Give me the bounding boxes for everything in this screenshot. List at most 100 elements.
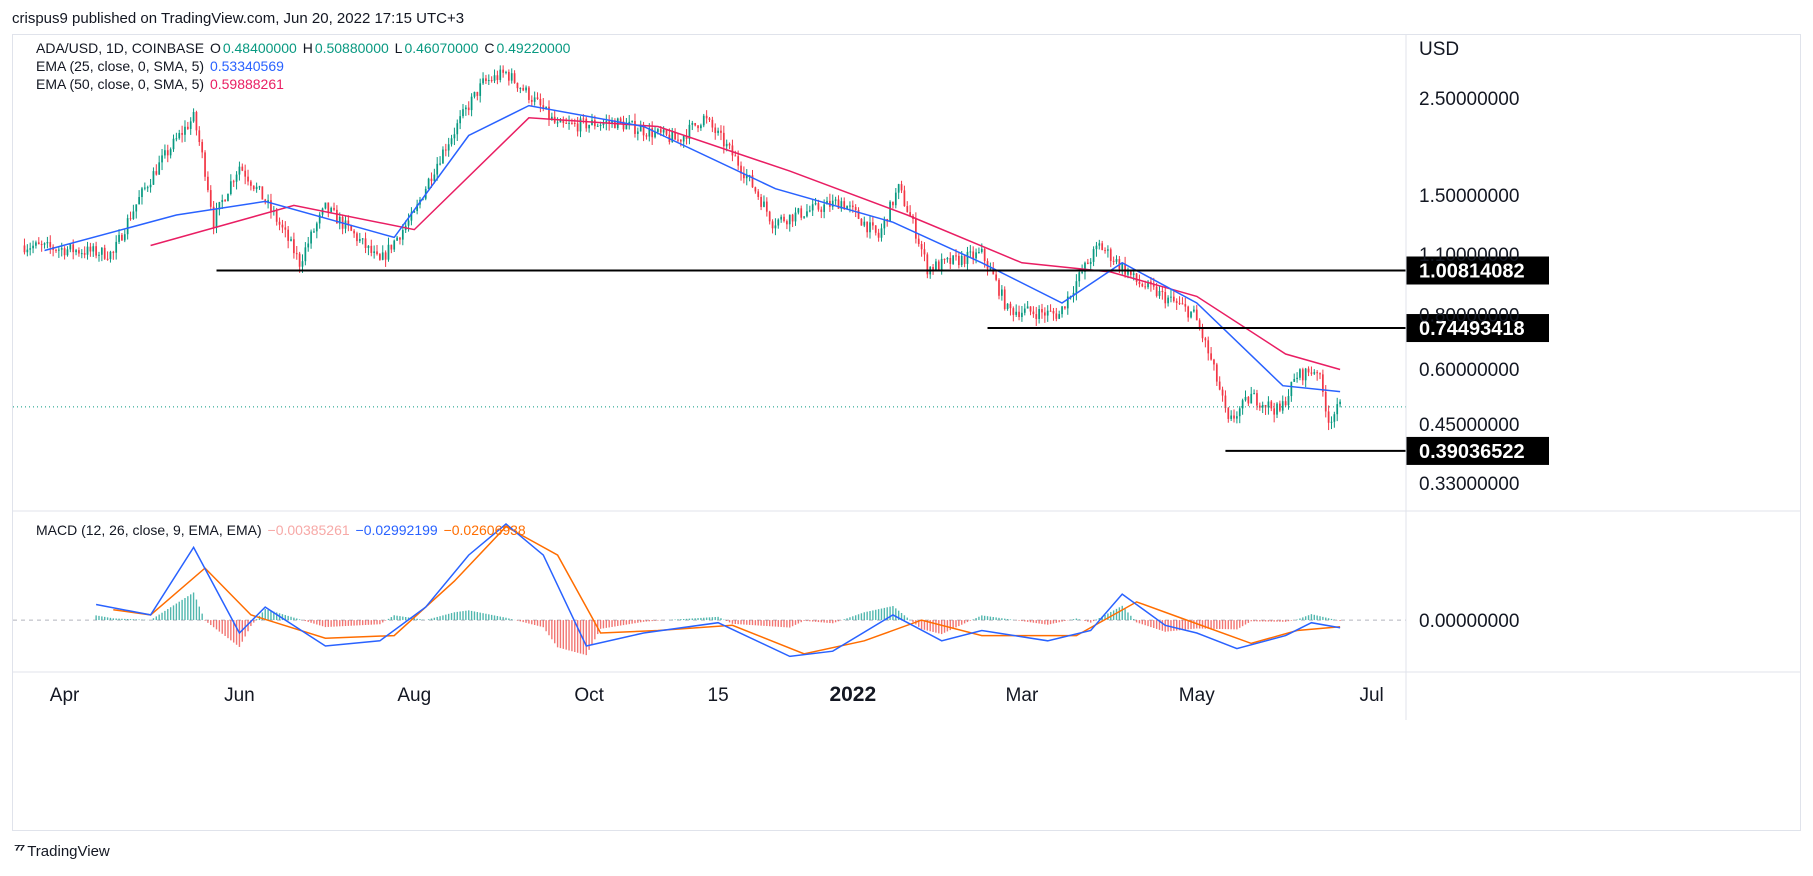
chart-frame[interactable]: 1.00814082 0.74493418 0.39036522 USD 2.5000…: [12, 34, 1801, 831]
candle-body: [201, 141, 204, 153]
candle-body: [493, 75, 496, 81]
candle-body: [184, 126, 186, 135]
candle-body: [470, 96, 473, 111]
candle-body: [846, 206, 848, 209]
candle-body: [129, 218, 132, 220]
candle-body: [181, 133, 183, 135]
candle-body: [768, 211, 771, 222]
candle-body: [126, 218, 129, 235]
candle-body: [883, 219, 886, 229]
ema25-label: EMA (25, close, 0, SMA, 5): [36, 58, 205, 74]
candle-body: [935, 261, 937, 271]
candle-body: [892, 201, 894, 206]
candle-body: [628, 121, 631, 124]
candle-body: [1276, 403, 1278, 415]
candle-body: [654, 131, 656, 138]
candle-body: [1327, 411, 1330, 423]
level-label-bg: [1406, 314, 1549, 343]
candle-body: [851, 205, 854, 208]
candle-body: [645, 135, 648, 137]
candle-body: [946, 257, 949, 260]
candle-body: [166, 150, 169, 156]
candle-body: [659, 129, 662, 133]
candle-body: [840, 201, 843, 209]
candle-body: [720, 130, 722, 133]
candle-body: [353, 230, 355, 234]
ema50-legend: EMA (50, close, 0, SMA, 5) 0.59888261: [36, 76, 286, 92]
candle-body: [843, 201, 846, 209]
candle-body: [588, 124, 590, 129]
macd-pane: [13, 523, 1406, 658]
time-tick-label: Jul: [1359, 685, 1383, 706]
candle-body: [1195, 309, 1198, 321]
candle-body: [1281, 401, 1284, 411]
candle-body: [972, 251, 975, 259]
candle-body: [376, 251, 378, 255]
candle-body: [149, 184, 152, 188]
candle-body: [218, 202, 221, 210]
candle-body: [949, 257, 952, 264]
candle-body: [1135, 273, 1138, 282]
candle-body: [903, 190, 906, 207]
candle-body: [579, 118, 582, 132]
candle-body: [146, 187, 149, 189]
candle-body: [1190, 311, 1192, 318]
candle-body: [227, 193, 229, 202]
candle-body: [301, 261, 304, 267]
candle-body: [318, 214, 321, 224]
close-value: 0.49220000: [496, 40, 571, 56]
candle-body: [955, 255, 957, 257]
candle-body: [1322, 374, 1324, 392]
candle-body: [894, 192, 897, 206]
candle-body: [89, 246, 92, 252]
candle-body: [639, 126, 642, 132]
candle-body: [390, 244, 393, 250]
candle-body: [1041, 309, 1043, 313]
candle-body: [416, 204, 419, 211]
candle-body: [479, 83, 482, 96]
candle-body: [215, 209, 218, 228]
candle-body: [1284, 401, 1287, 406]
candle-body: [1330, 421, 1333, 423]
chart-canvas[interactable]: 1.00814082 0.74493418 0.39036522 USD 2.5000…: [13, 35, 1800, 830]
candle-body: [141, 188, 143, 198]
candle-body: [1098, 243, 1101, 246]
candle-body: [1089, 261, 1092, 264]
candle-body: [26, 249, 29, 253]
candle-body: [1032, 311, 1035, 315]
candle-body: [1290, 381, 1293, 397]
candle-body: [1304, 368, 1307, 381]
candle-body: [786, 221, 788, 225]
candle-body: [1075, 281, 1078, 293]
candle-body: [1193, 309, 1195, 312]
candle-body: [1043, 312, 1046, 316]
candle-body: [648, 128, 651, 137]
candle-body: [998, 279, 1000, 296]
high-label: H: [302, 40, 313, 56]
price-tick-label: 1.10000000: [1419, 245, 1519, 266]
low-label: L: [394, 40, 403, 56]
candle-body: [662, 129, 665, 133]
candle-body: [728, 143, 731, 146]
footer[interactable]: ⁷⁷ TradingView: [14, 842, 110, 860]
candle-body: [525, 87, 527, 91]
candle-body: [771, 221, 774, 229]
candle-body: [1021, 312, 1023, 318]
candle-body: [496, 75, 499, 80]
candle-body: [1253, 393, 1255, 395]
candle-body: [519, 87, 522, 89]
candle-body: [46, 242, 49, 244]
candle-body: [1236, 416, 1238, 419]
candle-body: [55, 249, 57, 251]
candle-body: [780, 216, 783, 220]
candle-body: [60, 248, 63, 250]
ema25-legend: EMA (25, close, 0, SMA, 5) 0.53340569: [36, 58, 286, 74]
candle-body: [978, 251, 980, 253]
candle-body: [573, 122, 576, 124]
candle-body: [433, 174, 436, 182]
candle-body: [307, 243, 310, 248]
candle-body: [923, 249, 926, 255]
candle-body: [702, 115, 705, 126]
price-tick-label: 0.80000000: [1419, 305, 1519, 326]
candle-body: [1238, 408, 1241, 417]
